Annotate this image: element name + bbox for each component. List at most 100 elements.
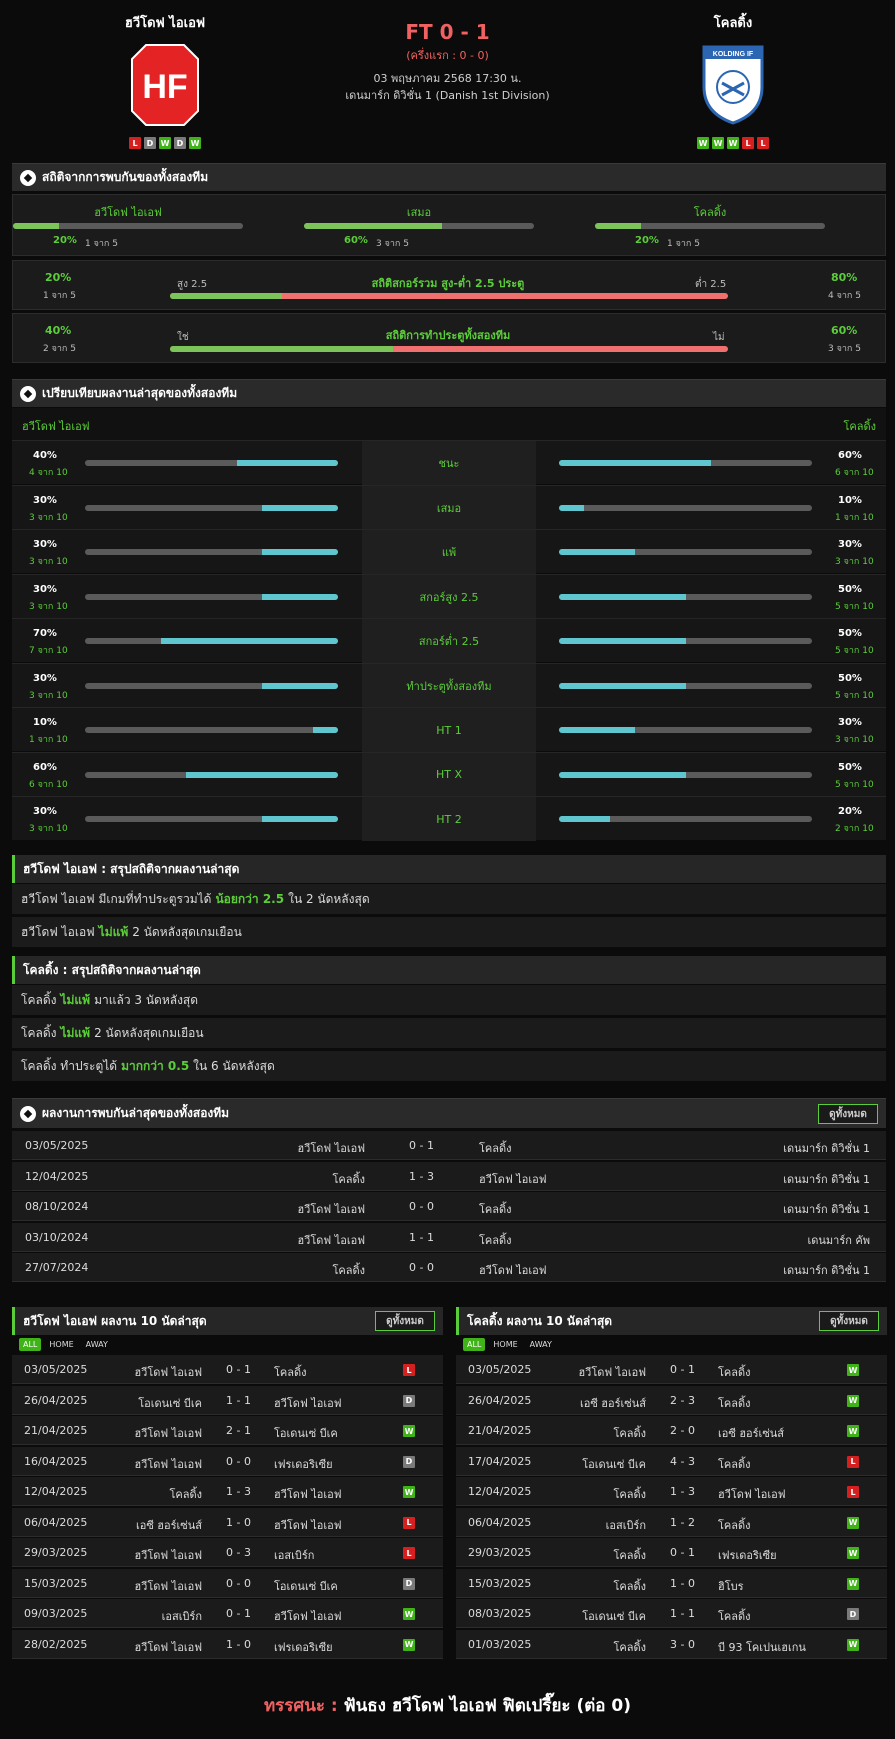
last10-row[interactable]: 21/04/2025 ฮวีโดฟ ไอเอฟ 2 - 1 โอเดนเซ่ บีเค… <box>12 1416 443 1445</box>
last10-date: 21/04/2025 <box>24 1424 88 1437</box>
h2h-row[interactable]: 27/07/2024 โคลดิ้ง 0 - 0 ฮวีโดฟ ไอเอฟ เดนมาร… <box>12 1253 886 1282</box>
home-last10-view-all-button[interactable]: ดูทั้งหมด <box>375 1311 435 1331</box>
summary-row: ฮวีโดฟ ไอเอฟ ไม่แพ้ 2 นัดหลังสุดเกมเยือน <box>12 917 886 947</box>
compare-away-sub: 6 จาก 10 <box>835 468 874 478</box>
tab-all[interactable]: ALL <box>19 1338 42 1351</box>
tab-home[interactable]: HOME <box>493 1340 518 1349</box>
last10-home: เอสเบิร์ก <box>605 1518 646 1532</box>
btts-yes-label: ใช่ <box>177 332 189 343</box>
h2h-stat-sub: 3 จาก 5 <box>376 239 409 249</box>
last10-row[interactable]: 06/04/2025 เอสเบิร์ก 1 - 2 โคลดิ้ง W <box>456 1507 887 1537</box>
last10-row[interactable]: 12/04/2025 โคลดิ้ง 1 - 3 ฮวีโดฟ ไอเอฟ W <box>12 1477 443 1506</box>
last10-row[interactable]: 29/03/2025 ฮวีโดฟ ไอเอฟ 0 - 3 เอสเบิร์ก L <box>12 1538 443 1567</box>
summary-highlight: ไม่แพ้ <box>60 992 91 1007</box>
compare-row-label: เสมอ <box>362 485 536 530</box>
over-pct: 20% <box>45 271 72 284</box>
summary-text: 2 นัดหลังสุดเกมเยือน <box>132 924 242 939</box>
last10-score: 2 - 0 <box>670 1424 695 1437</box>
h2h-home: ฮวีโดฟ ไอเอฟ <box>297 1142 365 1155</box>
last10-away: เฟรเดอริเซีย <box>274 1640 333 1654</box>
h2h-stat-bar <box>13 223 243 229</box>
compare-away-bar <box>559 549 812 555</box>
compare-away-bar <box>559 593 812 600</box>
compare-row: ทำประตูทั้งสองทีม 30% 3 จาก 10 50% 5 จาก 10 <box>12 662 886 708</box>
h2h-stat-label: โคลดิ้ง <box>693 206 727 219</box>
result-badge-L: L <box>403 1364 415 1376</box>
form-badge-L: L <box>742 137 754 149</box>
away-last10-header: โคลดิ้ง ผลงาน 10 นัดล่าสุด ดูทั้งหมด <box>456 1307 887 1335</box>
compare-home-sub: 3 จาก 10 <box>29 690 68 701</box>
last10-row[interactable]: 26/04/2025 โอเดนเซ่ บีเค 1 - 1 ฮวีโดฟ ไอเอฟ… <box>12 1385 443 1415</box>
last10-row[interactable]: 08/03/2025 โอเดนเซ่ บีเค 1 - 1 โคลดิ้ง D <box>456 1599 887 1628</box>
section-title: โคลดิ้ง ผลงาน 10 นัดล่าสุด <box>467 1313 613 1328</box>
last10-row[interactable]: 28/02/2025 ฮวีโดฟ ไอเอฟ 1 - 0 เฟรเดอริเซีย W <box>12 1629 443 1659</box>
h2h-row[interactable]: 08/10/2024 ฮวีโดฟ ไอเอฟ 0 - 0 โคลดิ้ง เดนมาร… <box>12 1192 886 1221</box>
h2h-home: ฮวีโดฟ ไอเอฟ <box>297 1203 365 1216</box>
result-badge-L: L <box>403 1547 415 1559</box>
h2h-away: ฮวีโดฟ ไอเอฟ <box>479 1264 547 1277</box>
last10-score: 2 - 3 <box>670 1393 695 1407</box>
summary-row: โคลดิ้ง ไม่แพ้ 2 นัดหลังสุดเกมเยือน <box>12 1018 886 1048</box>
result-badge-D: D <box>847 1608 859 1620</box>
last10-row[interactable]: 12/04/2025 โคลดิ้ง 1 - 3 ฮวีโดฟ ไอเอฟ L <box>456 1477 887 1506</box>
last10-row[interactable]: 15/03/2025 โคลดิ้ง 1 - 0 ฮิโบร W <box>456 1568 887 1598</box>
h2h-row[interactable]: 03/05/2025 ฮวีโดฟ ไอเอฟ 0 - 1 โคลดิ้ง เดนมาร… <box>12 1131 886 1160</box>
last10-row[interactable]: 03/05/2025 ฮวีโดฟ ไอเอฟ 0 - 1 โคลดิ้ง L <box>12 1355 443 1384</box>
last10-row[interactable]: 21/04/2025 โคลดิ้ง 2 - 0 เอซี ฮอร์เซ่นส์ W <box>456 1416 887 1445</box>
h2h-view-all-button[interactable]: ดูทั้งหมด <box>818 1104 878 1124</box>
compare-home-sub: 1 จาก 10 <box>29 735 68 745</box>
compare-away-sub: 1 จาก 10 <box>835 512 874 523</box>
last10-date: 15/03/2025 <box>24 1576 88 1590</box>
last10-row[interactable]: 09/03/2025 เอสเบิร์ก 0 - 1 ฮวีโดฟ ไอเอฟ W <box>12 1599 443 1628</box>
result-badge-W: W <box>847 1638 859 1651</box>
last10-score: 1 - 3 <box>226 1485 251 1498</box>
compare-home-pct: 10% <box>33 717 57 728</box>
last10-row[interactable]: 03/05/2025 ฮวีโดฟ ไอเอฟ 0 - 1 โคลดิ้ง W <box>456 1355 887 1384</box>
compare-away-pct: 20% <box>838 806 862 817</box>
compare-home-bar <box>85 816 338 822</box>
compare-header: เปรียบเทียบผลงานล่าสุดของทั้งสองทีม <box>12 379 886 407</box>
compare-away-pct: 50% <box>838 672 862 684</box>
last10-score: 0 - 1 <box>670 1546 695 1559</box>
h2h-league: เดนมาร์ก คัพ <box>807 1233 870 1247</box>
h2h-row[interactable]: 12/04/2025 โคลดิ้ง 1 - 3 ฮวีโดฟ ไอเอฟ เดนมาร… <box>12 1161 886 1191</box>
compare-home-fill <box>312 727 338 733</box>
h2h-row[interactable]: 03/10/2024 ฮวีโดฟ ไอเอฟ 1 - 1 โคลดิ้ง เดนมาร… <box>12 1222 886 1252</box>
h2h-result-stats: ฮวีโดฟ ไอเอฟ 20% 1 จาก 5 เสมอ 60% 3 จาก 5 โคลด… <box>12 194 886 256</box>
form-badge-D: D <box>174 137 186 149</box>
h2h-stat-sub: 1 จาก 5 <box>85 239 118 249</box>
section-title: สถิติจากการพบกันของทั้งสองทีม <box>42 170 209 184</box>
compare-away-pct: 50% <box>838 583 862 595</box>
compare-home-pct: 30% <box>33 583 57 595</box>
away-logo-text: KOLDING IF <box>713 51 754 58</box>
h2h-stat-bar <box>304 223 534 229</box>
tab-all[interactable]: ALL <box>463 1338 486 1351</box>
compare-row: แพ้ 30% 3 จาก 10 30% 3 จาก 10 <box>12 529 886 574</box>
last10-date: 06/04/2025 <box>468 1515 532 1529</box>
tab-away[interactable]: AWAY <box>529 1340 552 1349</box>
last10-row[interactable]: 06/04/2025 เอซี ฮอร์เซ่นส์ 1 - 0 ฮวีโดฟ ไอเ… <box>12 1507 443 1537</box>
under-sub: 4 จาก 5 <box>828 291 861 301</box>
tab-away[interactable]: AWAY <box>85 1340 108 1349</box>
last10-row[interactable]: 01/03/2025 โคลดิ้ง 3 - 0 บี 93 โคเปนเฮเกน W <box>456 1629 887 1659</box>
compare-home-sub: 3 จาก 10 <box>29 557 68 567</box>
away-last10-view-all-button[interactable]: ดูทั้งหมด <box>819 1311 879 1331</box>
last10-row[interactable]: 29/03/2025 โคลดิ้ง 0 - 1 เฟรเดอริเซีย W <box>456 1538 887 1567</box>
last10-away: เอสเบิร์ก <box>274 1549 315 1562</box>
last10-away: โอเดนเซ่ บีเค <box>274 1579 338 1593</box>
section-title: ผลงานการพบกันล่าสุดของทั้งสองทีม <box>42 1106 230 1120</box>
tab-home[interactable]: HOME <box>49 1340 74 1349</box>
h2h-date: 12/04/2025 <box>25 1169 89 1183</box>
compare-home-bar <box>85 504 338 511</box>
last10-row[interactable]: 26/04/2025 เอซี ฮอร์เซ่นส์ 2 - 3 โคลดิ้ง W <box>456 1385 887 1415</box>
compare-home-name: ฮวีโดฟ ไอเอฟ <box>22 420 90 433</box>
last10-row[interactable]: 17/04/2025 โอเดนเซ่ บีเค 4 - 3 โคลดิ้ง L <box>456 1446 887 1476</box>
last10-row[interactable]: 15/03/2025 ฮวีโดฟ ไอเอฟ 0 - 0 โอเดนเซ่ บีเค… <box>12 1568 443 1598</box>
last10-row[interactable]: 16/04/2025 ฮวีโดฟ ไอเอฟ 0 - 0 เฟรเดอริเซีย D <box>12 1446 443 1476</box>
result-badge-W: W <box>847 1394 859 1407</box>
compare-home-bar <box>85 549 338 555</box>
